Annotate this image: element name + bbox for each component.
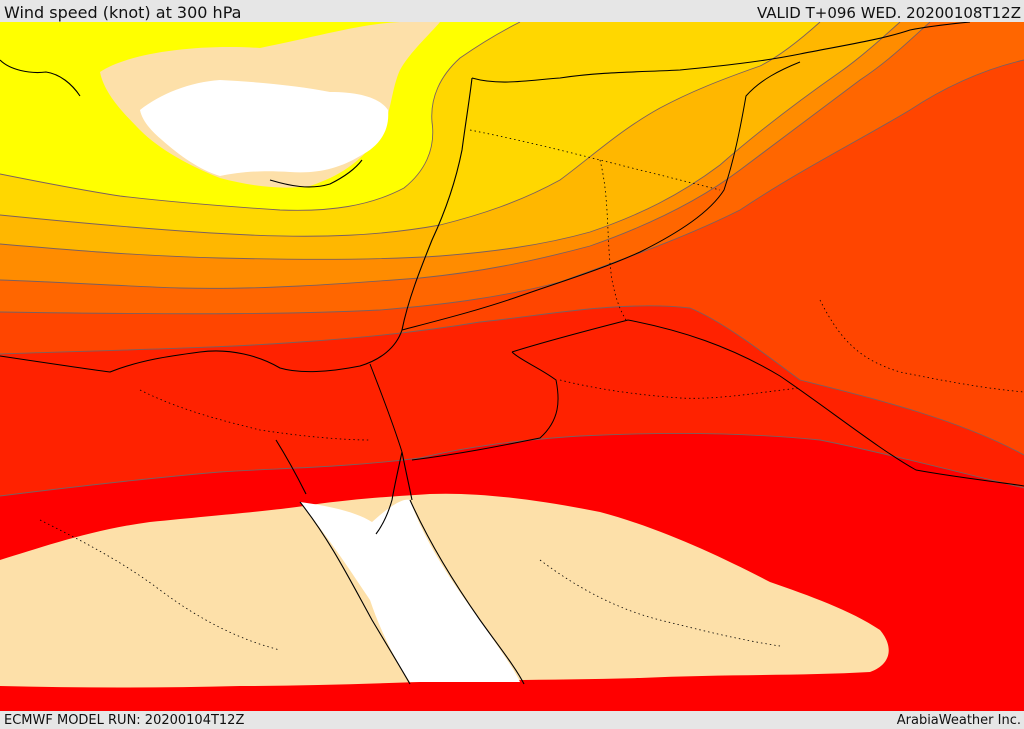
footer-bar xyxy=(0,711,1024,729)
model-run: ECMWF MODEL RUN: 20200104T12Z xyxy=(4,713,245,728)
core-white-upper xyxy=(140,80,389,176)
contour-lines xyxy=(0,22,1024,497)
valid-time: VALID T+096 WED. 20200108T12Z xyxy=(756,4,1021,22)
borders xyxy=(39,129,1024,651)
credit-label: ArabiaWeather Inc. xyxy=(896,713,1021,728)
header-bar xyxy=(0,0,1024,22)
core-white-lower xyxy=(300,499,520,682)
coastlines xyxy=(0,22,971,685)
main-borders xyxy=(369,61,1024,487)
wind-speed-map xyxy=(0,22,1024,711)
map-title: Wind speed (knot) at 300 hPa xyxy=(4,3,242,22)
